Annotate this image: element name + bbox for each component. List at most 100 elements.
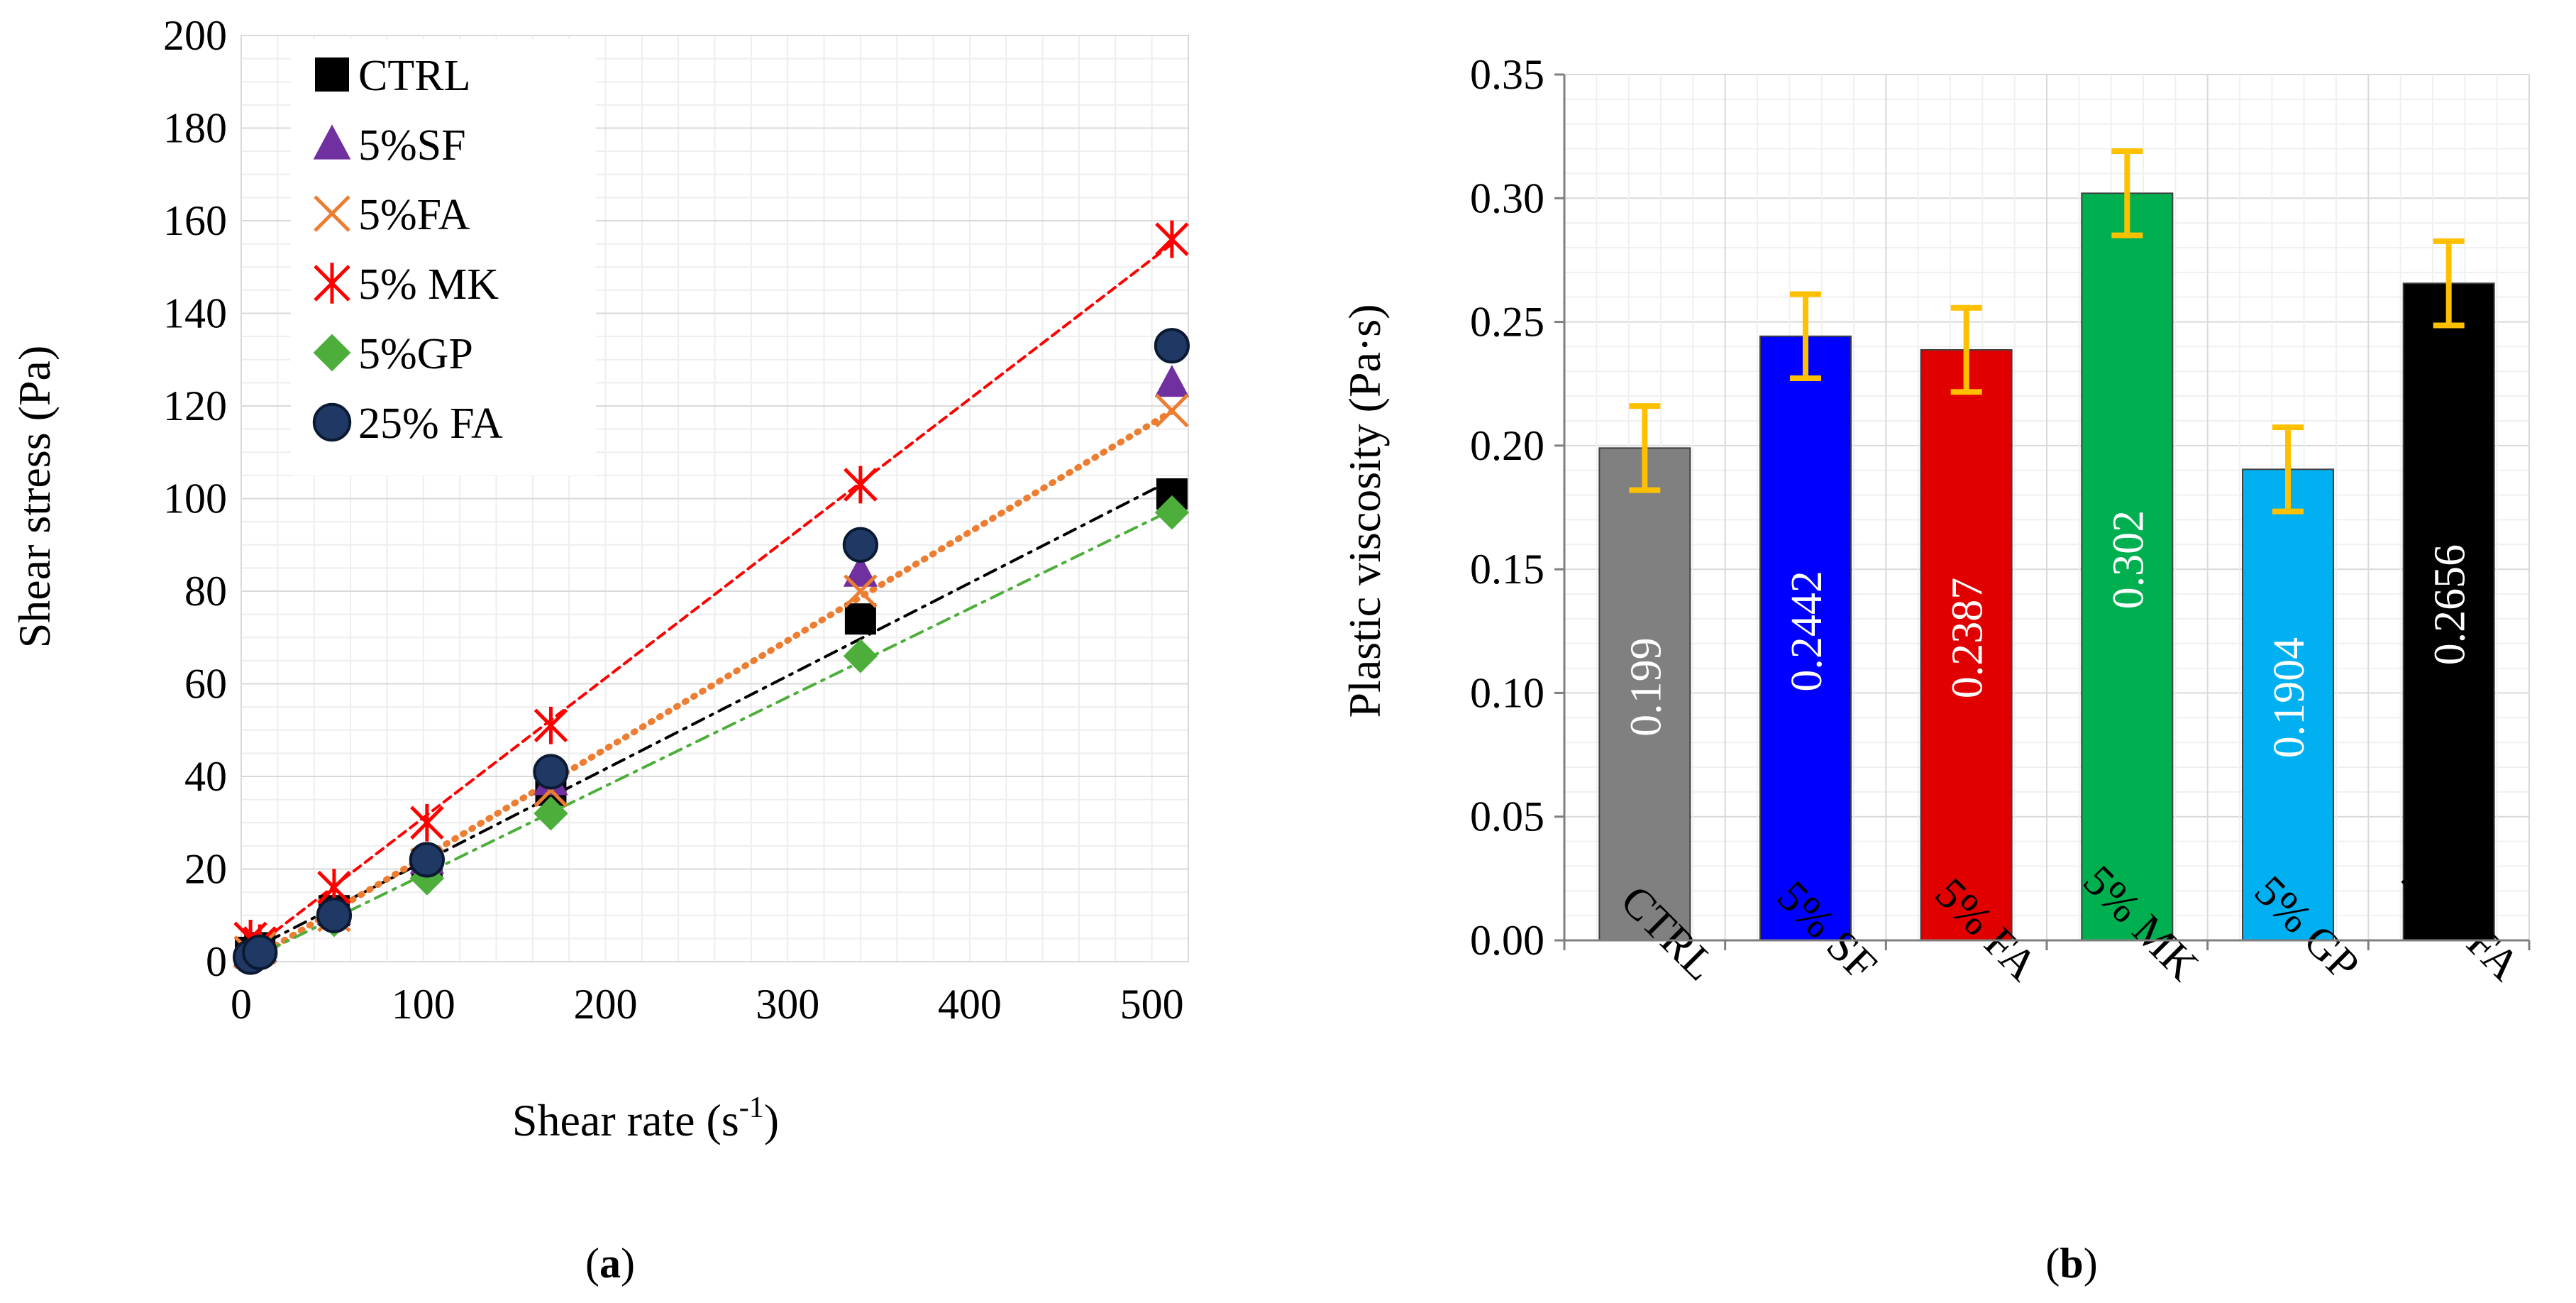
y-tick-label: 0.00 [1470,917,1544,964]
data-point [242,934,278,971]
bar-value-label: 0.199 [1622,637,1670,736]
data-point [534,706,568,744]
panel-a-x-axis-label-end: ) [764,1095,779,1145]
legend-label: 5%GP [358,330,473,378]
panel-a-x-axis-label-sup: -1 [739,1092,764,1124]
y-tick-label: 0.10 [1470,669,1544,716]
data-point [1155,220,1189,258]
panel-a-x-axis-label-main: Shear rate (s [512,1095,739,1145]
y-tick-label: 80 [184,568,227,615]
series-25-fa [232,328,1190,975]
bar-5-sf [1759,335,1852,941]
bar-value-label: 0.302 [2104,510,2152,610]
panel-a-caption: (a) [585,1240,635,1287]
panel-a-x-axis-label: Shear rate (s-1) [512,1092,779,1145]
panel-a-y-axis-label: Shear stress (Pa) [9,346,60,649]
trendline-5-fa [238,408,1176,969]
series-5-gp [233,495,1190,974]
bar-value-label: 0.2442 [1783,571,1831,692]
y-tick-label: 200 [163,12,227,59]
data-point [842,527,878,563]
legend-label: 25% FA [358,400,503,448]
bar-5-mk [2081,192,2174,941]
bar-ctrl [1598,447,1691,941]
legend-marker [315,57,349,92]
data-point [1154,328,1190,364]
y-tick-label: 0 [206,938,227,985]
y-tick-label: 120 [163,383,227,429]
data-point [843,639,878,674]
data-point [844,466,878,504]
legend-background [291,39,596,475]
data-point [410,803,444,842]
error-bar [2433,238,2465,329]
y-tick-label: 0.15 [1470,546,1544,593]
data-point [843,554,878,587]
data-point [1154,495,1190,530]
error-bar [1950,304,1982,395]
trendline-5-mk [240,242,1173,960]
data-point [409,842,445,878]
y-tick-label: 100 [163,475,227,522]
x-tick-label: 500 [1120,981,1184,1028]
legend-marker [313,124,351,160]
data-point [316,897,353,933]
series-ctrl [235,478,1188,968]
panel-b-bars [1598,192,2495,941]
panel-a-letter: a [599,1240,621,1287]
panel-b-gridlines [1564,74,2530,941]
y-tick-label: 0.05 [1470,793,1544,840]
trendline-ctrl [240,478,1173,957]
legend-marker [313,334,351,372]
error-bar [2111,148,2143,238]
panel-b-caption: (b) [2045,1240,2097,1287]
panel-a-shear-stress-chart: 0 100 200 300 400 500 0 20 40 60 80 100 120 140 160 180… [9,12,1190,1287]
panel-a-legend: CTRL 5%SF 5%FA 5% MK 5%GP 25% FA [291,39,596,475]
bar-5-gp [2242,468,2334,941]
plot-area-border [241,35,1189,962]
panel-a-axes: 0 100 200 300 400 500 0 20 40 60 80 100 120 140 160 180… [163,12,1189,1028]
panel-b-error-bars [1629,148,2465,515]
x-tick-label: 0 [231,981,252,1028]
data-point [534,796,568,831]
y-tick-label: 0.20 [1470,422,1544,469]
legend-label: 5%SF [358,121,466,170]
legend-label: CTRL [358,52,470,100]
error-bar [1629,403,1661,493]
bar-value-label: 0.1904 [2265,637,2314,758]
x-tick-label: 100 [392,981,455,1028]
legend-label: 5% MK [358,260,499,309]
data-point [844,574,878,608]
bar-value-label: 0.2387 [1944,578,1992,699]
y-tick-label: 60 [184,661,227,708]
data-point [844,603,876,635]
error-bar [2272,424,2304,515]
legend-marker [312,402,352,442]
panel-a-trendlines [238,242,1176,969]
legend-label: 5%FA [358,191,470,239]
data-point [1155,393,1189,428]
data-point [1154,365,1190,397]
error-bar [1790,291,1821,382]
panel-b-value-labels: 0.199 0.2442 0.2387 0.302 0.1904 0.2656 [1622,510,2474,759]
panel-b-letter: b [2060,1240,2083,1287]
bar-25-fa [2402,282,2495,941]
y-tick-label: 160 [163,197,227,244]
data-point [409,861,445,896]
y-tick-label: 0.35 [1470,51,1544,98]
bar-5-fa [1920,348,2013,941]
legend-marker [314,263,350,304]
y-tick-label: 20 [184,846,227,893]
y-tick-label: 40 [184,753,227,800]
x-tick-label: 400 [938,981,1002,1028]
legend-marker [314,195,350,232]
data-point [533,754,569,790]
panel-a-data-points [232,220,1190,975]
y-tick-label: 140 [163,290,227,337]
y-tick-label: 0.30 [1470,175,1544,221]
x-tick-label: 200 [573,981,637,1028]
x-tick-label: 300 [756,981,819,1028]
y-tick-label: 0.25 [1470,299,1544,346]
bar-value-label: 0.2656 [2426,544,2475,666]
